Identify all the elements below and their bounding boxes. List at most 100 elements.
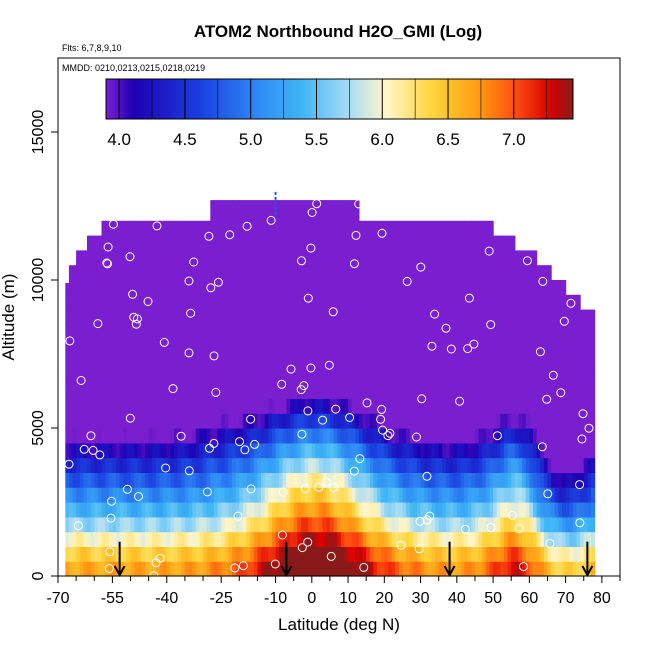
heat-cell — [250, 250, 255, 266]
heat-cell — [489, 324, 494, 340]
heat-cell — [482, 294, 487, 311]
sample-point — [206, 283, 216, 293]
heat-cell — [533, 413, 538, 429]
heat-cell — [478, 442, 483, 459]
sample-point — [446, 344, 456, 354]
heat-cell — [297, 442, 302, 459]
heat-cell — [257, 235, 262, 251]
heat-cell — [290, 546, 295, 562]
heat-cell — [192, 472, 197, 488]
heat-cell — [427, 368, 432, 385]
heat-cell — [580, 383, 585, 399]
heat-cell — [533, 531, 538, 547]
heat-cell — [206, 531, 211, 547]
heat-cell — [540, 294, 545, 311]
heat-cell — [464, 531, 469, 547]
heat-cell — [250, 398, 255, 414]
heat-cell — [68, 442, 74, 459]
heat-cell — [141, 250, 146, 266]
heat-cell — [319, 561, 324, 577]
heat-cell — [148, 428, 153, 444]
heat-cell — [297, 339, 302, 355]
heat-cell — [340, 531, 345, 547]
heat-cell — [587, 472, 592, 488]
sample-point — [202, 487, 212, 497]
heat-cell — [351, 368, 356, 385]
heat-cell — [311, 472, 316, 488]
sample-point — [584, 423, 594, 433]
heat-cell — [159, 383, 164, 399]
heat-cell — [304, 531, 309, 547]
heat-cell — [195, 457, 200, 473]
heat-cell — [304, 294, 309, 311]
heat-cell — [148, 398, 153, 414]
heat-cell — [500, 442, 505, 459]
heat-cell — [145, 294, 150, 311]
heat-cell — [290, 531, 295, 547]
heat-cell — [159, 250, 164, 266]
heat-cell — [134, 561, 139, 577]
heat-cell — [435, 265, 440, 281]
heat-cell — [322, 457, 327, 473]
heat-cell — [373, 487, 378, 503]
heat-cell — [141, 265, 146, 281]
heat-cell — [177, 383, 182, 399]
heat-cell — [242, 546, 248, 562]
heat-cell — [467, 442, 472, 459]
heat-cell — [435, 354, 440, 370]
heat-cell — [384, 531, 389, 547]
heat-cell — [159, 502, 164, 518]
heat-cell — [72, 546, 77, 562]
heat-cell — [326, 294, 331, 311]
heat-cell — [540, 265, 545, 281]
heat-cell — [391, 531, 396, 547]
heat-cell — [543, 472, 549, 488]
heat-cell — [540, 324, 545, 340]
heat-cell — [504, 280, 509, 296]
heat-cell — [373, 502, 378, 518]
heat-cell — [409, 368, 414, 385]
heat-cell — [119, 502, 124, 518]
heat-cell — [119, 442, 124, 459]
heat-cell — [97, 250, 103, 266]
heat-cell — [123, 265, 128, 281]
heat-cell — [380, 265, 385, 281]
heat-cell — [137, 487, 142, 503]
heat-cell — [449, 280, 454, 296]
sample-point — [492, 431, 502, 441]
heat-cell — [213, 309, 219, 325]
heat-cell — [246, 220, 251, 237]
heat-cell — [68, 502, 74, 518]
heat-cell — [141, 368, 146, 385]
heat-cell — [547, 265, 552, 281]
heat-cell — [529, 472, 534, 488]
heat-cell — [184, 309, 190, 325]
heat-cell — [453, 472, 458, 488]
heat-cell — [340, 383, 345, 399]
heat-cell — [83, 516, 88, 533]
heat-cell — [235, 487, 240, 503]
heat-cell — [137, 516, 142, 533]
heat-cell — [438, 472, 443, 488]
heat-cell — [518, 354, 523, 370]
heat-cell — [97, 531, 103, 547]
heat-cell — [366, 531, 371, 547]
heat-cell — [250, 368, 255, 385]
heat-cell — [181, 220, 186, 237]
heat-cell — [322, 339, 327, 355]
heat-cell — [558, 457, 563, 473]
heat-cell — [148, 457, 153, 473]
sample-point — [396, 540, 406, 550]
heat-cell — [456, 339, 461, 355]
heat-cell — [119, 339, 124, 355]
heat-cell — [362, 442, 367, 459]
heat-cell — [464, 472, 469, 488]
heat-cell — [290, 502, 295, 518]
heat-cell — [116, 546, 121, 562]
heat-cell — [504, 442, 509, 459]
heat-cell — [112, 354, 117, 370]
heat-cell — [250, 206, 255, 222]
heat-cell — [522, 487, 527, 503]
heat-cell — [340, 354, 345, 370]
heat-cell — [246, 472, 251, 488]
